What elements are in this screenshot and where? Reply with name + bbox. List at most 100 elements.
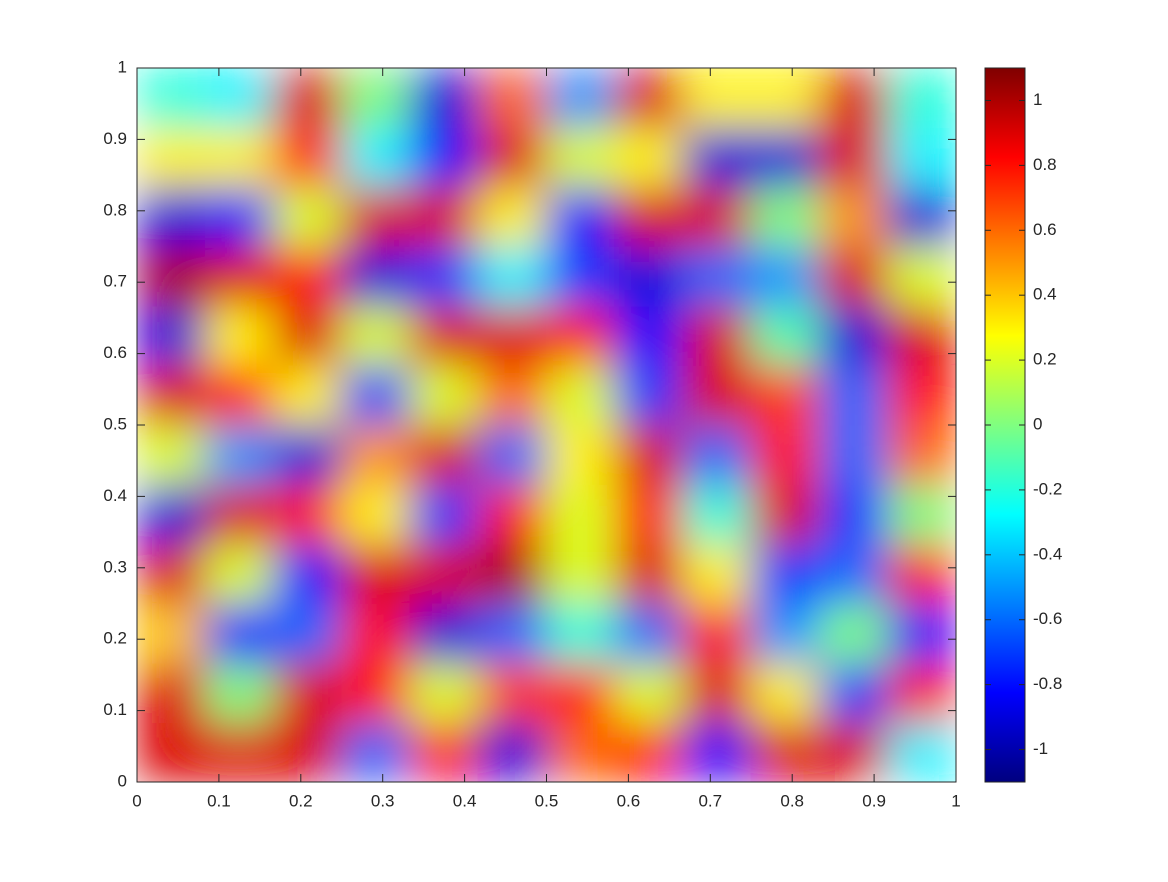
heat-cell — [137, 305, 206, 366]
heat-cell — [682, 246, 752, 307]
heat-cell — [204, 484, 274, 545]
heat-cell — [273, 186, 343, 247]
heat-cell — [614, 365, 684, 426]
heat-cell — [204, 246, 274, 307]
heat-cell — [614, 424, 684, 485]
heat-cell — [614, 305, 684, 366]
heat-cell — [887, 484, 956, 545]
heat-cell — [750, 662, 820, 723]
heat-cell — [887, 186, 956, 247]
heat-cell — [546, 543, 616, 604]
heat-cell — [409, 186, 479, 247]
x-tick-label: 0.4 — [453, 791, 477, 810]
heat-cell — [204, 305, 274, 366]
heat-cell — [546, 186, 616, 247]
heat-cell — [477, 603, 547, 664]
heat-cell — [819, 246, 889, 307]
heat-cell — [137, 424, 206, 485]
heat-cell — [341, 722, 411, 782]
heat-cell — [273, 662, 343, 723]
heat-cell — [682, 365, 752, 426]
heat-cell — [273, 424, 343, 485]
heat-cell — [477, 543, 547, 604]
heat-cell — [682, 543, 752, 604]
colorbar-tick-label: -1 — [1033, 739, 1048, 758]
heat-cell — [750, 722, 820, 782]
heat-cell — [887, 603, 956, 664]
heat-cell — [614, 186, 684, 247]
x-tick-label: 0.9 — [862, 791, 886, 810]
heat-cell — [137, 543, 206, 604]
heat-cell — [204, 68, 274, 128]
heat-cell — [204, 186, 274, 247]
heat-cell — [887, 68, 956, 128]
heat-cell — [137, 603, 206, 664]
heat-cell — [477, 662, 547, 723]
heat-cell — [409, 365, 479, 426]
heat-cell — [273, 722, 343, 782]
heat-cell — [273, 603, 343, 664]
heat-cell — [682, 127, 752, 188]
y-tick-label: 0.6 — [103, 343, 127, 362]
heat-cell — [819, 603, 889, 664]
colorbar-tick-label: 0 — [1033, 414, 1042, 433]
heat-cell — [409, 127, 479, 188]
y-tick-label: 1 — [118, 57, 127, 76]
heat-cell — [614, 127, 684, 188]
heat-cell — [887, 246, 956, 307]
x-tick-label: 0.7 — [698, 791, 722, 810]
heat-cell — [477, 305, 547, 366]
heat-cell — [750, 365, 820, 426]
heat-cell — [204, 603, 274, 664]
y-tick-label: 0.7 — [103, 272, 127, 291]
heat-cell — [750, 246, 820, 307]
heat-cell — [546, 365, 616, 426]
colorbar-tick-label: 0.2 — [1033, 350, 1057, 369]
y-tick-label: 0.5 — [103, 414, 127, 433]
heat-cell — [546, 68, 616, 128]
heat-cell — [682, 722, 752, 782]
heat-cell — [614, 484, 684, 545]
heat-cell — [341, 68, 411, 128]
heat-cell — [819, 722, 889, 782]
heat-cell — [750, 127, 820, 188]
heat-cell — [614, 543, 684, 604]
heat-cell — [137, 246, 206, 307]
heat-cell — [341, 484, 411, 545]
y-tick-label: 0.2 — [103, 629, 127, 648]
y-tick-label: 0.1 — [103, 700, 127, 719]
heat-cell — [409, 603, 479, 664]
heat-cell — [546, 662, 616, 723]
heat-cell — [887, 365, 956, 426]
heat-cell — [477, 365, 547, 426]
heat-cell — [887, 722, 956, 782]
heat-cell — [273, 543, 343, 604]
heat-cell — [887, 305, 956, 366]
x-tick-label: 0.3 — [371, 791, 395, 810]
heat-cell — [204, 424, 274, 485]
x-tick-label: 0.1 — [207, 791, 231, 810]
heat-cell — [204, 722, 274, 782]
heat-cell — [682, 484, 752, 545]
heat-cell — [409, 722, 479, 782]
heat-cell — [409, 68, 479, 128]
heat-cell — [682, 603, 752, 664]
heat-cell — [137, 662, 206, 723]
heat-cell — [341, 543, 411, 604]
heat-cell — [614, 662, 684, 723]
heat-cell — [137, 127, 206, 188]
heat-cell — [137, 484, 206, 545]
heat-cell — [409, 424, 479, 485]
heatmap — [137, 68, 956, 782]
heat-cell — [477, 246, 547, 307]
heat-cell — [409, 305, 479, 366]
heat-cell — [409, 662, 479, 723]
heat-cell — [477, 186, 547, 247]
y-tick-label: 0.3 — [103, 557, 127, 576]
heat-cell — [409, 484, 479, 545]
heat-cell — [546, 484, 616, 545]
heat-cell — [273, 68, 343, 128]
colorbar-tick-label: 0.8 — [1033, 155, 1057, 174]
heat-cell — [750, 68, 820, 128]
